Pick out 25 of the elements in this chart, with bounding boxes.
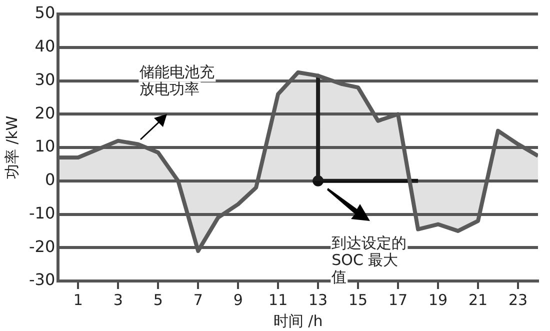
x-tick-label: 7 xyxy=(193,290,203,309)
x-tick-label: 21 xyxy=(468,290,488,309)
y-tick-label: 20 xyxy=(34,103,56,122)
annotation: 到达设定的SOC 最大值 xyxy=(332,234,407,286)
y-tick-label: 0 xyxy=(44,170,56,190)
x-tick-label: 23 xyxy=(508,290,528,309)
x-axis-title: 时间 /h xyxy=(273,312,323,330)
y-tick-label: 40 xyxy=(34,36,56,56)
x-tick-label: 1 xyxy=(73,290,83,309)
y-tick-label: 30 xyxy=(34,70,56,89)
x-tick-label: 17 xyxy=(388,290,408,309)
x-tick-label: 11 xyxy=(268,290,288,309)
annotation: 储能电池充放电功率 xyxy=(140,63,215,98)
y-tick-label: -20 xyxy=(28,236,56,256)
y-tick-label: 50 xyxy=(34,3,56,22)
x-tick-label: 19 xyxy=(428,290,448,309)
x-tick-label: 15 xyxy=(348,290,368,309)
x-tick-label: 3 xyxy=(113,290,123,309)
y-axis-title: 功率 /kW xyxy=(2,116,21,180)
y-tick-label: -10 xyxy=(28,203,56,222)
x-tick-label: 13 xyxy=(308,290,328,309)
x-tick-label: 5 xyxy=(153,290,163,309)
x-tick-label: 9 xyxy=(233,290,243,309)
y-tick-label: 10 xyxy=(34,136,56,156)
y-tick-label: -30 xyxy=(28,270,56,290)
